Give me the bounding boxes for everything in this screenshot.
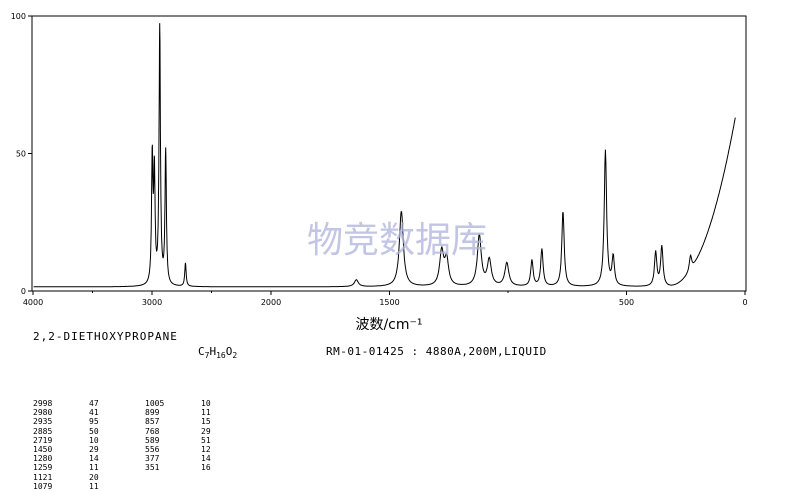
spectrum-chart: 4000 3000 2000 1500 500 0 0 50 100 物竞数据库 波数/cm⁻¹ <box>11 12 748 330</box>
peak-row: 377 14 <box>145 454 231 463</box>
tick-labels: 4000 3000 2000 1500 500 0 0 50 100 <box>11 12 748 307</box>
peak-wavenumber: 768 <box>145 426 160 436</box>
peak-table-column-2: 1005 10 899 11 857 15 768 29 589 51 556 12 377… <box>145 399 231 473</box>
peak-intensity: 14 <box>89 454 99 464</box>
x-tick-label: 3000 <box>142 298 162 307</box>
peak-intensity: 95 <box>89 417 99 427</box>
peak-wavenumber: 556 <box>145 445 160 455</box>
peak-intensity: 12 <box>201 445 211 455</box>
peak-row: 2980 41 <box>33 408 119 417</box>
peak-intensity: 11 <box>89 463 99 473</box>
spectrum-line <box>33 23 736 288</box>
peak-intensity: 15 <box>201 417 211 427</box>
peak-intensity: 29 <box>201 426 211 436</box>
peak-row: 1005 10 <box>145 399 231 408</box>
peak-row: 1450 29 <box>33 445 119 454</box>
peak-intensity: 20 <box>89 472 99 482</box>
peak-wavenumber: 589 <box>145 435 160 445</box>
peak-intensity: 10 <box>201 399 211 408</box>
peak-intensity: 11 <box>89 481 99 491</box>
peak-row: 857 15 <box>145 417 231 426</box>
peak-row: 2935 95 <box>33 417 119 426</box>
peak-row: 2719 10 <box>33 436 119 445</box>
formula-c-count: 7 <box>204 351 210 361</box>
record-info: RM-01-01425 : 4880A,200M,LIQUID <box>326 345 547 358</box>
peak-intensity: 41 <box>89 408 99 418</box>
peak-intensity: 16 <box>201 463 211 473</box>
peak-row: 768 29 <box>145 427 231 436</box>
x-tick-label: 0 <box>742 298 747 307</box>
peak-wavenumber: 1079 <box>33 481 53 491</box>
formula-o-count: 2 <box>232 351 238 361</box>
peak-wavenumber: 899 <box>145 408 160 418</box>
peak-intensity: 50 <box>89 426 99 436</box>
peak-wavenumber: 1259 <box>33 463 53 473</box>
x-tick-label: 1500 <box>379 298 399 307</box>
peak-row: 1079 11 <box>33 482 119 491</box>
y-tick-label: 100 <box>11 12 26 21</box>
peak-wavenumber: 377 <box>145 454 160 464</box>
x-tick-label: 4000 <box>23 298 43 307</box>
peak-table-column-1: 2998 47 2980 41 2935 95 2885 50 2719 10 1450 2… <box>33 399 119 491</box>
peak-row: 1259 11 <box>33 463 119 472</box>
formula-h-count: 16 <box>216 351 226 361</box>
peak-row: 1280 14 <box>33 454 119 463</box>
peak-wavenumber: 1121 <box>33 472 53 482</box>
formula-h: H <box>209 345 217 358</box>
formula-o: O <box>225 345 233 358</box>
peak-wavenumber: 351 <box>145 463 160 473</box>
x-axis-label: 波数/cm⁻¹ <box>355 317 422 330</box>
y-tick-label: 0 <box>21 287 26 296</box>
peak-row: 589 51 <box>145 436 231 445</box>
formula-c: C <box>198 345 205 358</box>
peak-wavenumber: 2935 <box>33 417 53 427</box>
x-tick-label: 2000 <box>261 298 281 307</box>
y-tick-label: 50 <box>16 150 26 159</box>
watermark: 物竞数据库 <box>307 220 487 261</box>
peak-row: 1121 20 <box>33 473 119 482</box>
peak-row: 899 11 <box>145 408 231 417</box>
peak-intensity: 14 <box>201 454 211 464</box>
axis-ticks <box>28 15 746 295</box>
peak-intensity: 51 <box>201 435 211 445</box>
peak-intensity: 29 <box>89 445 99 455</box>
peak-row: 351 16 <box>145 463 231 472</box>
peak-wavenumber: 2998 <box>33 399 53 408</box>
peak-row: 556 12 <box>145 445 231 454</box>
peak-wavenumber: 857 <box>145 417 160 427</box>
peak-intensity: 47 <box>89 399 99 408</box>
compound-name: 2,2-DIETHOXYPROPANE <box>33 330 178 343</box>
peak-wavenumber: 2719 <box>33 435 53 445</box>
x-tick-label: 500 <box>619 298 634 307</box>
peak-wavenumber: 1450 <box>33 445 53 455</box>
peak-wavenumber: 2980 <box>33 408 53 418</box>
peak-intensity: 10 <box>89 435 99 445</box>
peak-row: 2885 50 <box>33 427 119 436</box>
peak-wavenumber: 1005 <box>145 399 165 408</box>
peak-wavenumber: 2885 <box>33 426 53 436</box>
peak-intensity: 11 <box>201 408 211 418</box>
peak-wavenumber: 1280 <box>33 454 53 464</box>
molecular-formula: C7H16O2 <box>198 345 237 360</box>
peak-row: 2998 47 <box>33 399 119 408</box>
